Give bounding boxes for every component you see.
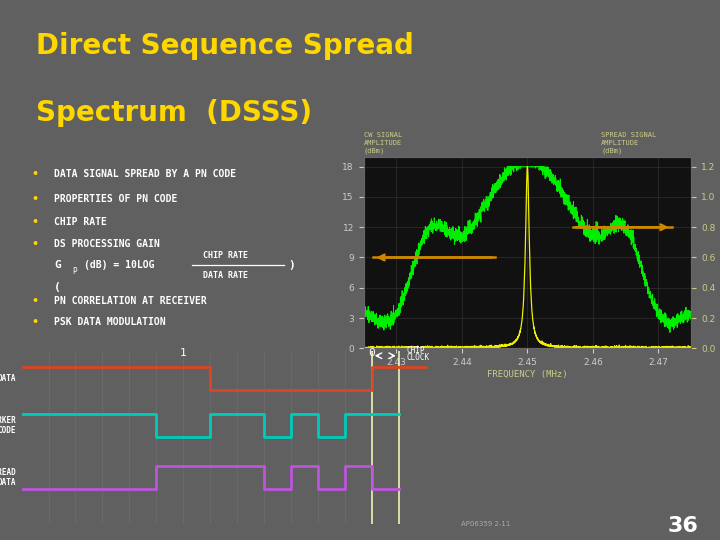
Text: DATA SIGNAL SPREAD BY A PN CODE: DATA SIGNAL SPREAD BY A PN CODE bbox=[55, 169, 236, 179]
Text: CHIP RATE: CHIP RATE bbox=[55, 217, 107, 227]
Text: BARKER
CODE: BARKER CODE bbox=[0, 416, 17, 435]
Text: •: • bbox=[32, 318, 39, 327]
Text: PROPERTIES OF PN CODE: PROPERTIES OF PN CODE bbox=[55, 194, 178, 204]
Text: ): ) bbox=[289, 260, 295, 269]
Text: CHIP: CHIP bbox=[407, 346, 426, 355]
Text: CHIP RATE: CHIP RATE bbox=[204, 251, 248, 260]
X-axis label: FREQUENCY (MHz): FREQUENCY (MHz) bbox=[487, 370, 567, 379]
Text: P: P bbox=[73, 267, 77, 276]
Text: Direct Sequence Spread: Direct Sequence Spread bbox=[36, 32, 414, 60]
Text: PSK DATA MODULATION: PSK DATA MODULATION bbox=[55, 318, 166, 327]
Text: DS PROCESSING GAIN: DS PROCESSING GAIN bbox=[55, 239, 160, 249]
Text: Spectrum  (DSSS): Spectrum (DSSS) bbox=[36, 99, 312, 127]
Text: •: • bbox=[32, 217, 39, 227]
Text: 0: 0 bbox=[369, 348, 375, 357]
Text: (: ( bbox=[55, 282, 61, 292]
Text: •: • bbox=[32, 194, 39, 204]
Text: 36: 36 bbox=[667, 516, 698, 536]
Text: DATA RATE: DATA RATE bbox=[204, 271, 248, 280]
Text: •: • bbox=[32, 296, 39, 306]
Text: •: • bbox=[32, 239, 39, 249]
Text: AP06359 2-11: AP06359 2-11 bbox=[461, 522, 510, 528]
Text: SPREAD SIGNAL
AMPLITUDE
(dBm): SPREAD SIGNAL AMPLITUDE (dBm) bbox=[601, 132, 657, 154]
Text: (dB) = 10LOG: (dB) = 10LOG bbox=[84, 260, 154, 269]
Text: CW SIGNAL
AMPLITUDE
(dBm): CW SIGNAL AMPLITUDE (dBm) bbox=[364, 132, 402, 154]
Text: 1: 1 bbox=[180, 348, 186, 357]
Text: G: G bbox=[55, 260, 61, 269]
Text: •: • bbox=[32, 169, 39, 179]
Text: CLOCK: CLOCK bbox=[407, 353, 430, 362]
Text: PN CORRELATION AT RECEIVER: PN CORRELATION AT RECEIVER bbox=[55, 296, 207, 306]
Text: DATA: DATA bbox=[0, 374, 17, 383]
Text: SPREAD
DATA: SPREAD DATA bbox=[0, 468, 17, 487]
